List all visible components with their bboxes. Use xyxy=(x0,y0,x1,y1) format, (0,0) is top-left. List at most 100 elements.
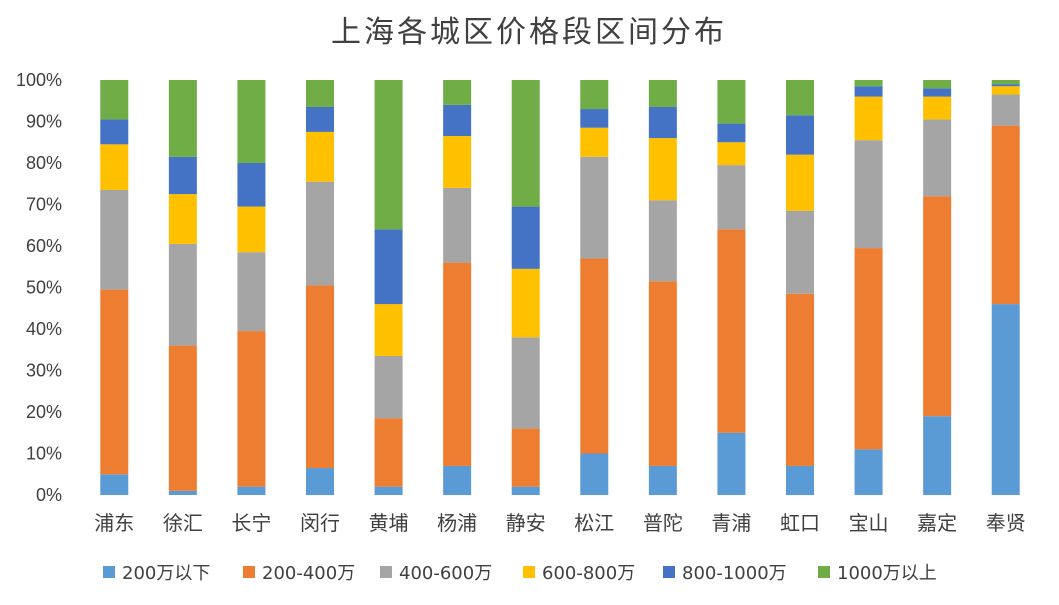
bar-segment xyxy=(374,355,403,419)
bar-segment xyxy=(511,337,540,429)
x-tick-label: 徐汇 xyxy=(163,511,203,535)
bar-segment xyxy=(237,80,266,163)
x-tick-label: 浦东 xyxy=(94,511,134,535)
bar-segment xyxy=(854,86,883,97)
bar-segment xyxy=(237,252,266,332)
bar-stack xyxy=(854,80,883,495)
bar-segment xyxy=(443,187,472,263)
bar-segment xyxy=(923,196,952,417)
bar-segment xyxy=(306,285,334,469)
bar-segment xyxy=(648,106,677,139)
legend-label: 200万以下 xyxy=(122,563,210,584)
y-tick-label: 0% xyxy=(36,485,62,505)
bar-segment xyxy=(854,80,883,87)
bar-stack xyxy=(374,80,403,495)
bar-segment xyxy=(854,96,883,141)
bar-segment xyxy=(306,106,334,132)
bar-segment xyxy=(786,154,814,211)
bar-segment xyxy=(923,416,952,495)
bar-stack xyxy=(100,80,129,495)
legend-label: 800-1000万 xyxy=(682,563,787,584)
bar-segment xyxy=(168,156,197,195)
bar-stack xyxy=(648,80,677,495)
bar-segment xyxy=(306,80,334,107)
bar-segment xyxy=(100,80,129,120)
bar-segment xyxy=(168,243,197,346)
legend-item: 200万以下 xyxy=(103,563,210,584)
bar-segment xyxy=(580,127,609,157)
bar-segment xyxy=(511,428,540,487)
bar-segment xyxy=(786,293,814,466)
bar-segment xyxy=(923,80,952,89)
bar-segment xyxy=(168,345,197,491)
bar-segment xyxy=(717,432,746,495)
bar-segment xyxy=(168,490,197,495)
bar-segment xyxy=(374,80,403,230)
bar-segment xyxy=(168,194,197,244)
bar-stack xyxy=(511,80,540,495)
bar-segment xyxy=(786,80,814,116)
legend-swatch xyxy=(380,566,392,578)
bar-segment xyxy=(991,125,1020,305)
legend-label: 1000万以上 xyxy=(837,563,937,584)
legend-swatch xyxy=(818,566,830,578)
y-tick-label: 80% xyxy=(26,153,62,173)
x-tick-label: 杨浦 xyxy=(437,511,477,535)
bar-segment xyxy=(648,138,677,201)
bar-segment xyxy=(443,465,472,495)
x-axis: 浦东 徐汇 长宁 闵行 黄埔 杨浦 静安 松江 普陀 青浦 虹口 宝山 嘉定 奉贤 xyxy=(94,511,1025,535)
x-tick-label: 普陀 xyxy=(643,511,683,535)
bar-segment xyxy=(443,262,472,466)
bar-segment xyxy=(100,189,129,290)
legend-label: 600-800万 xyxy=(542,563,635,584)
bar-segment xyxy=(443,104,472,137)
bar-stack xyxy=(168,80,197,495)
bar-segment xyxy=(100,289,129,475)
bar-stack xyxy=(923,80,952,495)
bar-stack xyxy=(991,80,1020,495)
bar-segment xyxy=(854,248,883,450)
legend-item: 200-400万 xyxy=(243,563,355,584)
legend: 200万以下 200-400万 400-600万 600-800万 800-1000万 1… xyxy=(103,563,937,584)
bar-segment xyxy=(306,181,334,286)
bar-segment xyxy=(923,96,952,120)
x-tick-label: 松江 xyxy=(574,511,614,535)
bar-segment xyxy=(237,163,266,207)
bar-segment xyxy=(100,144,129,190)
bar-segment xyxy=(511,268,540,338)
bar-segment xyxy=(648,80,677,107)
legend-swatch xyxy=(103,566,115,578)
y-tick-label: 100% xyxy=(16,70,62,90)
bar-segment xyxy=(237,331,266,487)
bar-segment xyxy=(580,258,609,454)
bar-segment xyxy=(511,486,540,495)
x-tick-label: 嘉定 xyxy=(917,511,957,535)
bar-stack xyxy=(306,80,334,495)
bar-segment xyxy=(854,449,883,495)
bar-stack xyxy=(443,80,472,495)
y-tick-label: 90% xyxy=(26,112,62,132)
bar-segment xyxy=(991,94,1020,126)
y-tick-label: 60% xyxy=(26,236,62,256)
bar-segment xyxy=(923,119,952,197)
bar-segment xyxy=(168,80,197,157)
y-tick-label: 50% xyxy=(26,278,62,298)
bar-segment xyxy=(580,453,609,495)
legend-label: 200-400万 xyxy=(262,563,355,584)
bar-segment xyxy=(991,80,1020,85)
bar-segment xyxy=(374,486,403,495)
x-tick-label: 宝山 xyxy=(849,511,889,535)
bar-segment xyxy=(648,200,677,282)
y-axis: 0% 10% 20% 30% 40% 50% 60% 70% 80% 90% 100% xyxy=(16,70,62,505)
chart-title: 上海各城区价格段区间分布 xyxy=(331,15,727,50)
y-tick-label: 40% xyxy=(26,319,62,339)
bar-segment xyxy=(648,281,677,466)
bar-segment xyxy=(717,229,746,433)
x-tick-label: 虹口 xyxy=(780,511,820,535)
bar-segment xyxy=(991,86,1020,95)
bar-segment xyxy=(991,84,1020,87)
bar-segment xyxy=(991,304,1020,495)
x-tick-label: 长宁 xyxy=(231,511,271,535)
bar-segment xyxy=(374,418,403,487)
